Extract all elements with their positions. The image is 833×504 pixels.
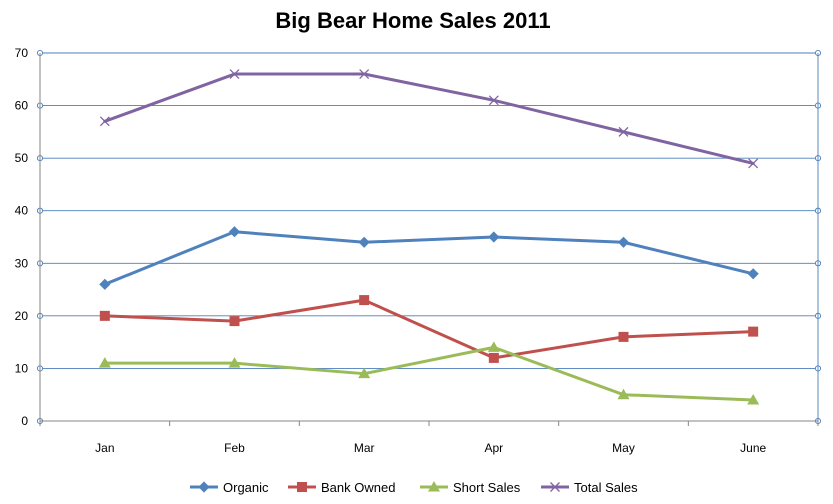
legend-item-short-sales: Short Sales [420,480,521,495]
bank-owned-line [103,298,755,360]
organic-point [358,236,370,248]
x-tick-label: Feb [224,441,245,455]
y-tick-label: 20 [15,309,29,323]
series-short-sales [98,341,760,405]
legend-item-organic: Organic [190,480,269,495]
series-organic [99,226,759,290]
x-tick-label: Mar [354,441,375,455]
organic-point [617,236,630,248]
legend: Organic Bank Owned Short Sales Total Sales [190,480,638,495]
bank-owned-point [229,316,240,327]
short-sales-point [228,357,241,368]
legend-item-total-sales: Total Sales [541,480,638,495]
legend-marker-short-sales [428,481,440,492]
x-tick-label: June [740,441,766,455]
y-tick-label: 30 [15,256,29,270]
total-sales-point [488,95,499,106]
bank-owned-point [488,352,499,363]
total-sales-point [229,69,240,79]
x-tick-label: Jan [95,441,114,455]
bank-owned-point [618,331,629,342]
organic-point [747,268,759,280]
legend-label-bank-owned: Bank Owned [321,480,395,495]
x-tick-label: Apr [484,441,503,455]
legend-label-total-sales: Total Sales [574,480,638,495]
x-tick-label: May [612,441,635,455]
legend-item-bank-owned: Bank Owned [288,480,395,495]
short-sales-line [103,345,755,402]
total-sales-point [748,158,759,169]
bank-owned-point [359,295,370,306]
organic-point [488,231,500,243]
y-tick-label: 40 [15,204,29,218]
y-tick-label: 50 [15,151,29,165]
y-tick-label: 10 [15,361,29,375]
organic-point [99,278,111,290]
bank-owned-point [99,310,110,321]
legend-label-short-sales: Short Sales [453,480,521,495]
series-bank-owned [99,295,759,363]
legend-marker-total-sales [550,482,560,492]
total-sales-point [99,116,110,127]
organic-line [103,230,755,286]
legend-label-organic: Organic [223,480,269,495]
y-tick-label: 60 [15,99,29,113]
y-tick-label: 70 [15,46,29,60]
short-sales-point [487,341,500,352]
short-sales-point [98,357,111,368]
legend-marker-bank-owned [297,482,307,492]
total-sales-point [618,126,629,137]
grid-layer [36,49,822,425]
chart-title: Big Bear Home Sales 2011 [275,8,550,33]
series-total-sales [99,69,759,169]
short-sales-point [617,388,630,400]
short-sales-point [747,393,760,405]
organic-point [228,226,241,238]
y-tick-label: 0 [21,414,28,428]
total-sales-line [103,72,755,165]
bank-owned-point [748,326,759,337]
series-layer [98,69,760,405]
axis-layer: 0 10 20 30 40 50 60 70 Jan Feb Mar Apr May June [15,46,819,455]
short-sales-point [358,367,371,379]
total-sales-point [359,69,370,79]
legend-marker-organic [198,481,210,493]
